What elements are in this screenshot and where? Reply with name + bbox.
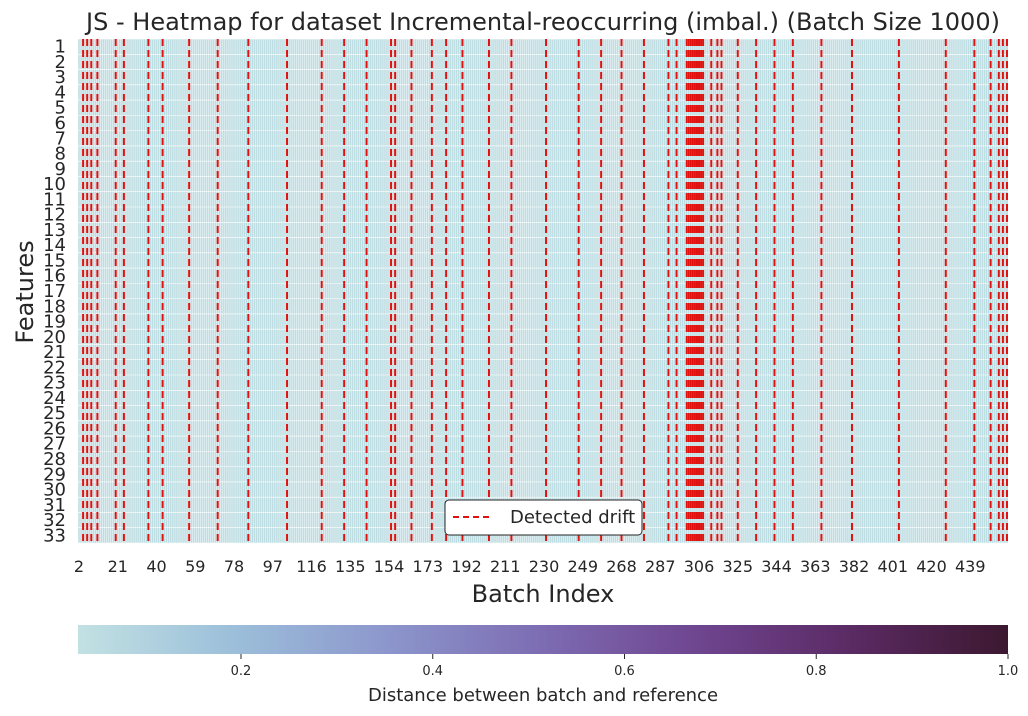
y-tick-12: 12 [43,205,66,226]
y-tick-7: 7 [55,128,66,149]
x-tick-97: 97 [263,557,283,576]
y-tick-31: 31 [43,495,66,516]
x-axis-label: Batch Index [472,580,615,608]
x-tick-154: 154 [374,557,405,576]
y-tick-17: 17 [43,281,66,302]
legend-box [444,499,643,536]
x-tick-268: 268 [606,557,637,576]
legend: Detected drift [444,499,643,536]
y-tick-labels: 1234567891011121314151617181920212223242… [43,37,66,547]
colorbar-label: Distance between batch and reference [368,685,718,706]
x-tick-192: 192 [451,557,482,576]
colorbar-tick-1: 1.0 [998,664,1019,679]
colorbar-ticks: 0.2 0.4 0.6 0.8 1.0 [231,654,1019,679]
y-tick-19: 19 [43,312,66,333]
x-tick-363: 363 [800,557,831,576]
y-tick-28: 28 [43,449,66,470]
y-tick-11: 11 [43,189,66,210]
y-tick-13: 13 [43,220,66,241]
x-tick-135: 135 [335,557,366,576]
x-tick-21: 21 [108,557,128,576]
x-tick-306: 306 [684,557,715,576]
y-tick-26: 26 [43,418,66,439]
y-tick-2: 2 [55,52,66,73]
x-tick-173: 173 [412,557,443,576]
y-tick-8: 8 [55,144,66,165]
y-tick-21: 21 [43,342,66,363]
y-tick-20: 20 [43,327,66,348]
x-tick-116: 116 [296,557,327,576]
drift-lines [82,39,1008,543]
colorbar-tick-0.2: 0.2 [231,664,252,679]
y-tick-3: 3 [55,67,66,88]
y-axis-label: Features [11,240,39,343]
x-tick-40: 40 [146,557,166,576]
y-tick-6: 6 [55,113,66,134]
x-tick-211: 211 [490,557,521,576]
x-tick-2: 2 [74,557,84,576]
chart-title: JS - Heatmap for dataset Incremental-reo… [84,8,1000,36]
colorbar-tick-0.6: 0.6 [614,664,635,679]
y-tick-22: 22 [43,357,66,378]
y-tick-33: 33 [43,525,66,546]
x-tick-439: 439 [955,557,986,576]
y-tick-32: 32 [43,510,66,531]
y-tick-10: 10 [43,174,66,195]
heatmap-cells [78,39,1008,543]
x-tick-labels: 2 21 40 59 78 97 116 135 154 173 192 211 230 249 268 28… [74,557,986,576]
y-tick-18: 18 [43,296,66,317]
y-tick-9: 9 [55,159,66,180]
y-tick-5: 5 [55,98,66,119]
y-tick-1: 1 [55,37,66,58]
x-tick-78: 78 [224,557,244,576]
x-tick-420: 420 [916,557,947,576]
x-tick-382: 382 [839,557,870,576]
y-tick-29: 29 [43,464,66,485]
x-tick-287: 287 [645,557,676,576]
y-tick-30: 30 [43,480,66,501]
y-tick-4: 4 [55,82,66,103]
x-tick-249: 249 [567,557,598,576]
x-tick-401: 401 [877,557,908,576]
y-tick-14: 14 [43,235,66,256]
colorbar [78,625,1008,654]
y-tick-23: 23 [43,373,66,394]
colorbar-tick-0.8: 0.8 [806,664,827,679]
y-tick-25: 25 [43,403,66,424]
x-tick-59: 59 [185,557,205,576]
x-tick-325: 325 [722,557,753,576]
x-tick-344: 344 [761,557,792,576]
colorbar-tick-0.4: 0.4 [422,664,443,679]
x-tick-230: 230 [529,557,560,576]
y-tick-24: 24 [43,388,66,409]
y-tick-16: 16 [43,266,66,287]
legend-label: Detected drift [510,507,635,528]
y-tick-15: 15 [43,250,66,271]
y-tick-27: 27 [43,434,66,455]
